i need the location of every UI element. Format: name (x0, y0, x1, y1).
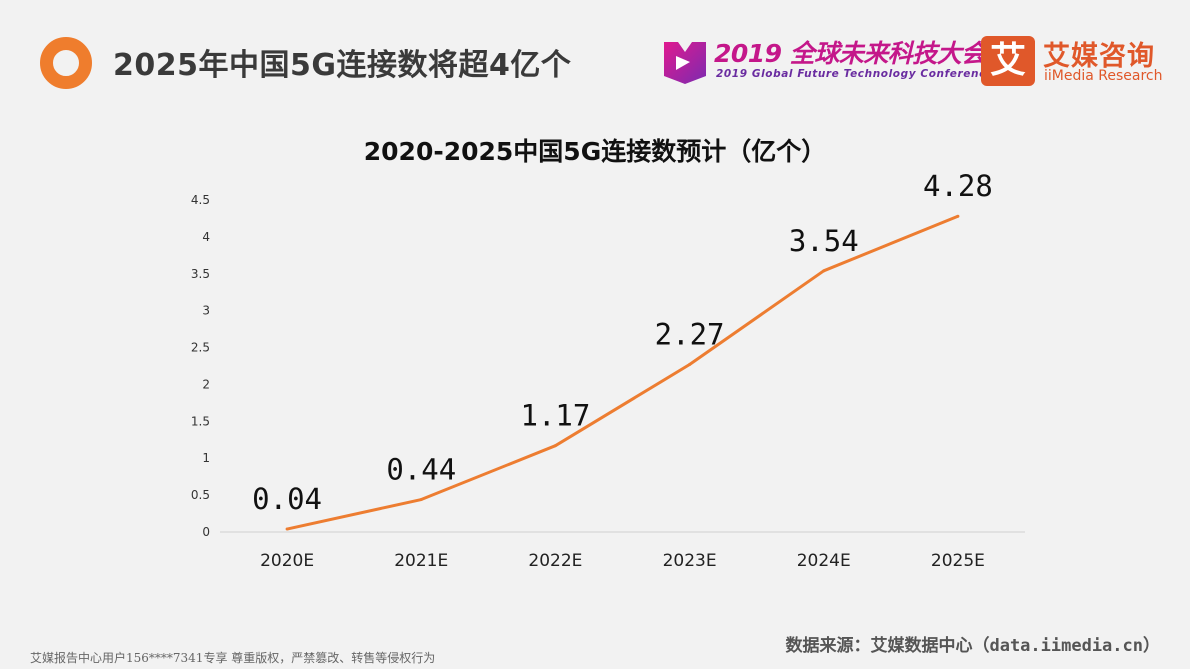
data-point (822, 269, 826, 273)
data-point (285, 527, 289, 531)
conference-logo: 2019 全球未来科技大会 2019 Global Future Technol… (660, 34, 993, 88)
conference-emblem-icon (664, 42, 706, 84)
x-tick-label: 2021E (394, 551, 448, 571)
y-tick-label: 2 (202, 377, 210, 391)
brand-name-en: iiMedia Research (1044, 68, 1163, 84)
data-label: 1.17 (520, 399, 590, 433)
x-tick-label: 2020E (260, 551, 314, 571)
y-tick-label: 2.5 (191, 341, 210, 355)
brand-name: 艾媒咨询 (1043, 41, 1155, 72)
data-point (956, 214, 960, 218)
data-point (688, 363, 692, 367)
data-point (553, 444, 557, 448)
data-label: 0.04 (252, 482, 322, 516)
data-source: 数据来源：艾媒数据中心（data.iimedia.cn） (785, 636, 1160, 656)
chart-title: 2020-2025中国5G连接数预计（亿个） (363, 137, 827, 166)
y-tick-label: 0 (202, 525, 210, 539)
y-tick-label: 4.5 (191, 193, 210, 207)
y-tick-label: 4 (202, 230, 210, 244)
data-point (419, 498, 423, 502)
iimedia-emblem-icon: 艾 (981, 36, 1035, 86)
data-labels: 0.04 0.44 1.17 2.27 3.54 4.28 (252, 169, 993, 531)
data-label: 0.44 (386, 453, 456, 487)
iimedia-logo: 艾 艾媒咨询 iiMedia Research (981, 34, 1176, 88)
x-axis-ticks: 2020E 2021E 2022E 2023E 2024E 2025E (260, 551, 985, 571)
x-tick-label: 2022E (528, 551, 582, 571)
copyright-notice: 艾媒报告中心用户156****7341专享 尊重版权，严禁篡改、转售等侵权行为 (30, 651, 436, 665)
y-tick-label: 1.5 (191, 414, 210, 428)
x-tick-label: 2025E (931, 551, 985, 571)
y-axis-ticks: 0 0.5 1 1.5 2 2.5 3 3.5 4 4.5 (191, 193, 210, 539)
x-tick-label: 2023E (663, 551, 717, 571)
page-title: 2025年中国5G连接数将超4亿个 (113, 48, 572, 83)
conference-title: 2019 全球未来科技大会 (714, 39, 986, 68)
x-tick-label: 2024E (797, 551, 851, 571)
y-tick-label: 0.5 (191, 488, 210, 502)
data-label: 2.27 (655, 318, 725, 352)
y-tick-label: 1 (202, 451, 210, 465)
series-line (286, 214, 959, 531)
y-tick-label: 3.5 (191, 267, 210, 281)
y-tick-label: 3 (202, 304, 210, 318)
data-label: 4.28 (923, 169, 993, 203)
data-label: 3.54 (789, 224, 859, 258)
conference-subtitle: 2019 Global Future Technology Conference (716, 68, 994, 80)
